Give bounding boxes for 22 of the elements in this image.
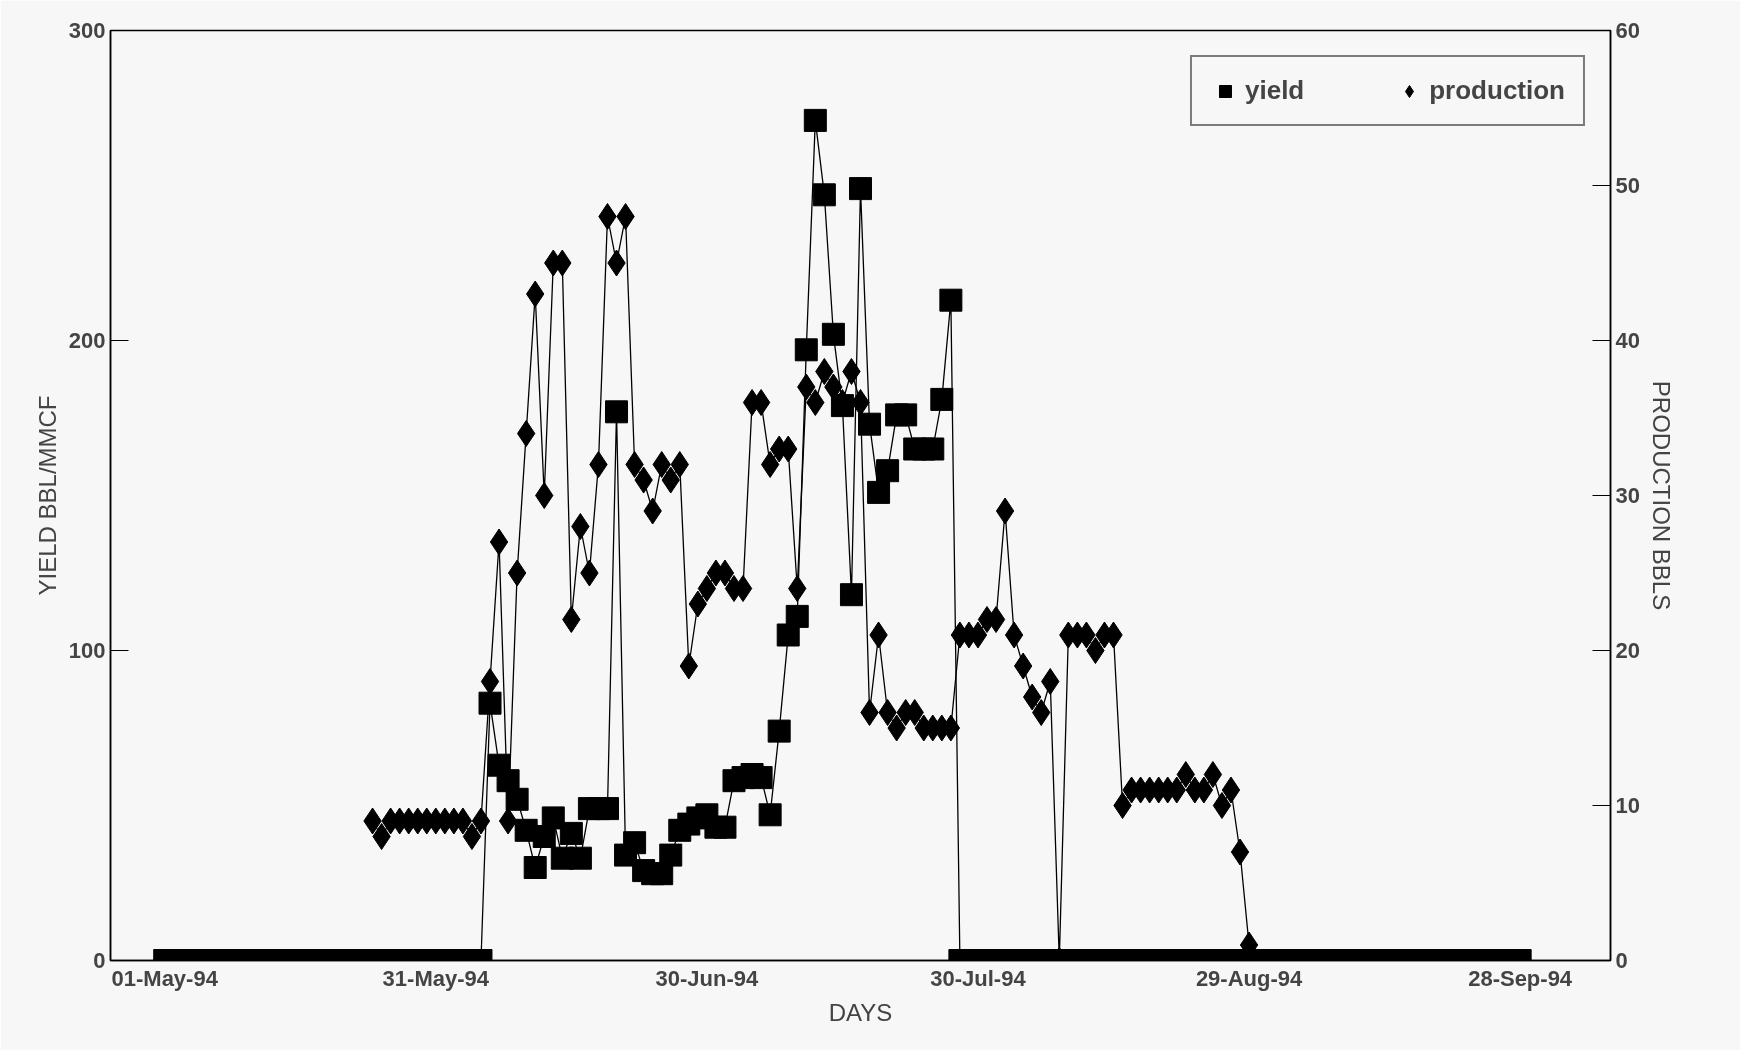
x-tick-label: 30-Jun-94	[655, 965, 759, 991]
y-tick-label: 0	[93, 948, 106, 973]
x-tick-label: 01-May-94	[111, 965, 219, 991]
x-tick-label: 30-Jul-94	[930, 965, 1027, 991]
y-tick-label: 100	[68, 638, 106, 663]
y2-tick-label: 0	[1615, 948, 1628, 973]
y-tick-label: 200	[68, 328, 106, 353]
x-tick-label: 31-May-94	[382, 965, 490, 991]
y2-axis-title: PRODUCTION BBLS	[1647, 380, 1675, 611]
legend-label: production	[1429, 75, 1565, 106]
y-axis-title: YIELD BBL/MMCF	[33, 395, 61, 596]
x-tick-label: 28-Sep-94	[1468, 965, 1573, 991]
x-axis-title: DAYS	[828, 998, 893, 1026]
y2-tick-label: 10	[1615, 793, 1640, 818]
y2-tick-label: 20	[1615, 638, 1640, 663]
y2-tick-label: 50	[1615, 173, 1640, 198]
y2-tick-label: 40	[1615, 328, 1640, 353]
y-tick-label: 300	[68, 18, 106, 43]
x-tick-label: 29-Aug-94	[1195, 965, 1303, 991]
y2-tick-label: 30	[1615, 483, 1640, 508]
y2-tick-label: 60	[1615, 18, 1640, 43]
legend-label: yield	[1244, 75, 1305, 106]
